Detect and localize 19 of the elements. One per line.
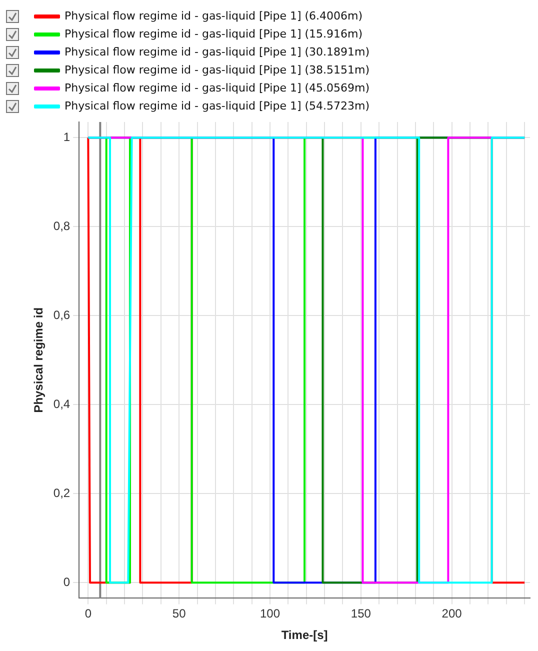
x-tick-label: 200 — [442, 606, 462, 621]
legend-label: Physical flow regime id - gas-liquid [Pipe 1] (6.4006m) — [64, 9, 363, 22]
legend-label: Physical flow regime id - gas-liquid [Pipe 1] (15.916m) — [64, 27, 363, 40]
x-tick-label: 50 — [172, 606, 186, 621]
legend-label: Physical flow regime id - gas-liquid [Pipe 1] (38.5151m) — [64, 63, 370, 76]
x-tick-label: 100 — [260, 606, 280, 621]
y-tick-label: 0,2 — [53, 486, 70, 500]
x-tick-label: 150 — [350, 606, 372, 621]
y-tick-label: 0,4 — [53, 396, 70, 411]
y-tick-label: 0 — [63, 574, 70, 589]
y-axis-title: Physical regime id — [32, 307, 46, 413]
x-tick-label: 0 — [84, 606, 92, 621]
legend-label: Physical flow regime id - gas-liquid [Pipe 1] (30.1891m) — [64, 45, 370, 58]
y-tick-label: 0,6 — [53, 308, 70, 322]
y-tick-label: 1 — [63, 130, 70, 144]
legend-label: Physical flow regime id - gas-liquid [Pipe 1] (54.5723m) — [64, 99, 370, 112]
legend-label: Physical flow regime id - gas-liquid [Pipe 1] (45.0569m) — [64, 81, 370, 94]
x-axis-title: Time-[s] — [281, 628, 328, 642]
y-tick-label: 0,8 — [53, 218, 70, 233]
